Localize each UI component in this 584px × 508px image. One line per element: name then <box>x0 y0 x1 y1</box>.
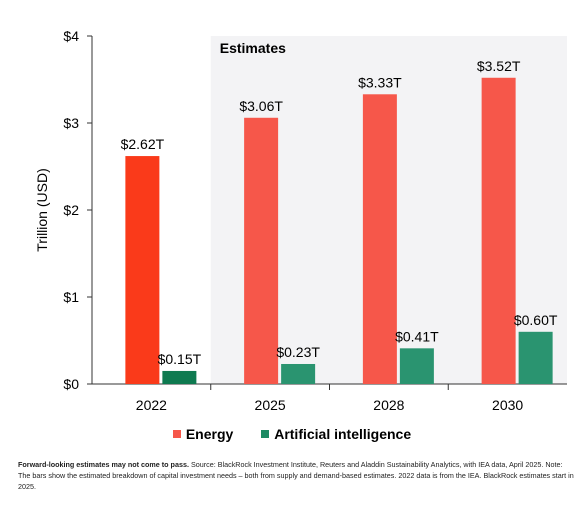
y-tick-label: $3 <box>63 115 79 131</box>
ai-bar-2030 <box>518 331 553 384</box>
y-tick-label: $2 <box>63 202 79 218</box>
y-axis-title: Trillion (USD) <box>34 168 50 251</box>
ai-data-label-2025: $0.23T <box>276 344 320 360</box>
x-tick-label: 2028 <box>373 397 404 413</box>
y-tick-label: $0 <box>63 376 79 392</box>
bar-chart: Estimates $0 $1 $2 $3 $4 2022 2025 2028 2030 $2… <box>34 28 567 413</box>
y-tick-label: $1 <box>63 289 79 305</box>
x-tick-label: 2025 <box>255 397 286 413</box>
legend-label-ai: Artificial intelligence <box>274 426 412 442</box>
footnote: Forward-looking estimates may not come t… <box>18 459 574 492</box>
ai-bar-2025 <box>281 363 316 384</box>
energy-bar-2028 <box>362 94 397 384</box>
y-tick-label: $4 <box>63 28 79 44</box>
energy-bar-2025 <box>244 117 279 384</box>
ai-data-label-2028: $0.41T <box>395 328 439 344</box>
legend-label-energy: Energy <box>185 426 234 442</box>
energy-data-label-2030: $3.52T <box>477 58 521 74</box>
ai-data-label-2022: $0.15T <box>158 351 202 367</box>
legend-item-energy: Energy <box>172 426 234 442</box>
legend-item-ai: Artificial intelligence <box>261 426 411 442</box>
energy-bar-2022 <box>125 156 160 384</box>
energy-data-label-2022: $2.62T <box>121 136 165 152</box>
legend-swatch-energy <box>172 430 181 438</box>
ai-bar-2028 <box>399 348 434 384</box>
ai-bar-2022 <box>162 370 197 384</box>
energy-bar-2030 <box>481 77 516 384</box>
ai-data-label-2030: $0.60T <box>514 312 558 328</box>
x-axis-ticks: 2022 2025 2028 2030 <box>136 384 523 413</box>
footnote-source: Source: BlackRock Investment Institute, … <box>18 460 574 491</box>
energy-data-label-2025: $3.06T <box>239 98 283 114</box>
bars: $2.62T $3.06T $3.33T $3.52T $0.15T $0.23T $0.4… <box>121 58 558 384</box>
legend: Energy Artificial intelligence <box>0 425 584 442</box>
x-tick-label: 2022 <box>136 397 167 413</box>
legend-swatch-ai <box>261 430 270 438</box>
estimates-label: Estimates <box>220 40 286 56</box>
energy-data-label-2028: $3.33T <box>358 74 402 90</box>
x-tick-label: 2030 <box>492 397 523 413</box>
footnote-disclaimer: Forward-looking estimates may not come t… <box>18 460 189 469</box>
y-axis-ticks: $0 $1 $2 $3 $4 <box>63 28 92 392</box>
